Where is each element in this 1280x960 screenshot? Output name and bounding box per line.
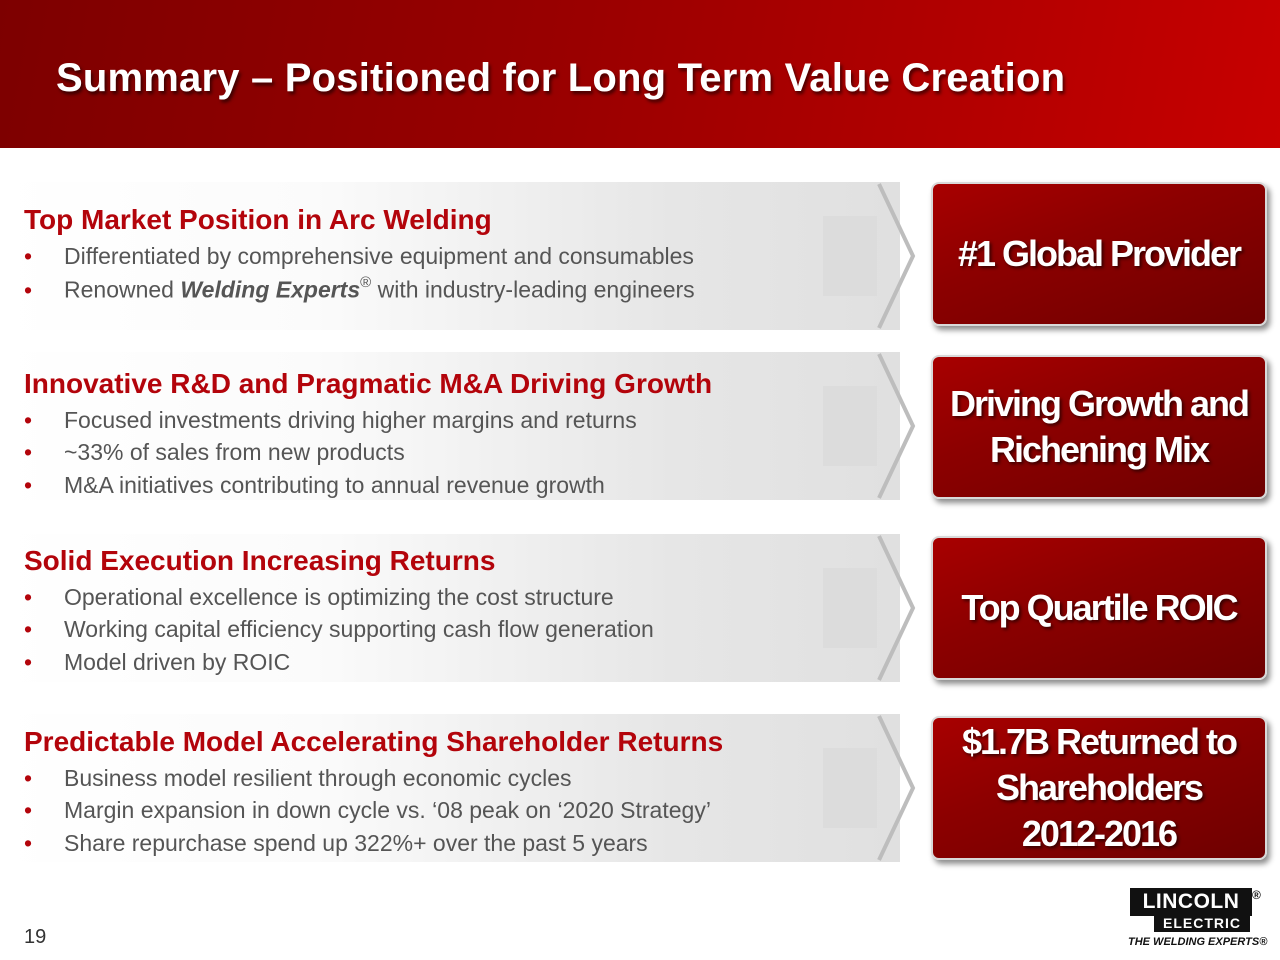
callout-text: Top Quartile ROIC	[961, 587, 1238, 628]
bullet-item: • Working capital efficiency supporting c…	[24, 616, 654, 642]
callout-box: #1 Global Provider	[931, 182, 1267, 326]
bullet-item: • Operational excellence is optimizing th…	[24, 584, 614, 610]
bullet-item: • Focused investments driving higher marg…	[24, 407, 637, 433]
section-title: Innovative R&D and Pragmatic M&A Driving…	[24, 368, 713, 399]
callout-text: #1 Global Provider	[957, 233, 1242, 274]
logo-tagline: THE WELDING EXPERTS®	[1128, 936, 1268, 948]
callout-box: Driving Growth and Richening Mix	[931, 355, 1267, 499]
callout-text: Driving Growth and Richening Mix	[949, 383, 1250, 470]
header-banner: Summary – Positioned for Long Term Value…	[0, 0, 1280, 148]
bullet-item: • Margin expansion in down cycle vs. ‘08 …	[24, 797, 711, 823]
section-title: Predictable Model Accelerating Sharehold…	[24, 726, 724, 757]
logo-wordmark-bottom: ELECTRIC	[1154, 914, 1250, 932]
bullet-item: • ~33% of sales from new products	[24, 439, 405, 465]
callout-box: $1.7B Returned to Shareholders 2012-2016	[931, 716, 1267, 860]
page-title: Summary – Positioned for Long Term Value…	[56, 56, 1066, 100]
chevron-arrow-icon	[823, 353, 916, 499]
chevron-arrow-icon	[823, 535, 916, 681]
bullet-item: • Model driven by ROIC	[24, 649, 291, 675]
chevron-arrow-icon	[823, 183, 916, 329]
callout-text: $1.7B Returned to Shareholders 2012-2016	[961, 721, 1238, 854]
logo-wordmark-top: LINCOLN	[1130, 888, 1252, 916]
chevron-arrow-icon	[823, 715, 916, 861]
bullet-item: • Differentiated by comprehensive equipme…	[24, 243, 694, 269]
section-title: Solid Execution Increasing Returns	[24, 545, 496, 576]
section-band	[0, 182, 900, 330]
section-title: Top Market Position in Arc Welding	[24, 204, 492, 235]
bullet-item: • Renowned Welding Experts® with industry…	[24, 274, 695, 303]
logo-registered-mark: ®	[1252, 888, 1261, 902]
callout-box: Top Quartile ROIC	[931, 536, 1267, 680]
bullet-item: • Share repurchase spend up 322%+ over th…	[24, 830, 648, 856]
section-band	[0, 714, 900, 862]
section-band	[0, 534, 900, 682]
lincoln-electric-logo: LINCOLN ® ELECTRIC THE WELDING EXPERTS®	[1128, 888, 1268, 952]
bullet-item: • Business model resilient through econom…	[24, 765, 572, 791]
section-band	[0, 352, 900, 500]
page-number: 19	[24, 926, 47, 948]
bullet-item: • M&A initiatives contributing to annual …	[24, 472, 605, 498]
